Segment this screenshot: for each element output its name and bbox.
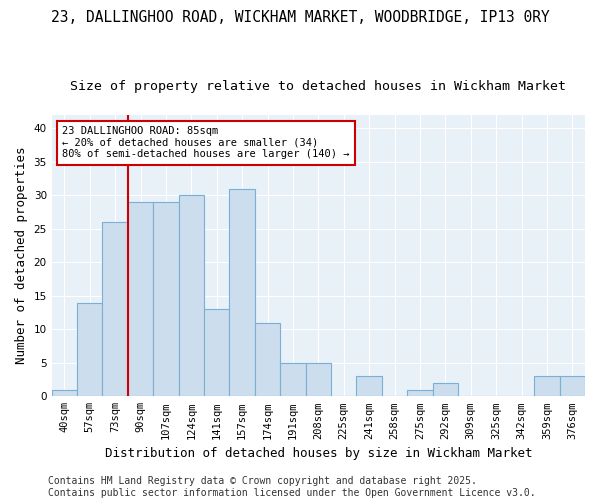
Text: 23, DALLINGHOO ROAD, WICKHAM MARKET, WOODBRIDGE, IP13 0RY: 23, DALLINGHOO ROAD, WICKHAM MARKET, WOO… (50, 10, 550, 25)
Y-axis label: Number of detached properties: Number of detached properties (15, 147, 28, 364)
Text: Contains HM Land Registry data © Crown copyright and database right 2025.
Contai: Contains HM Land Registry data © Crown c… (48, 476, 536, 498)
Text: 23 DALLINGHOO ROAD: 85sqm
← 20% of detached houses are smaller (34)
80% of semi-: 23 DALLINGHOO ROAD: 85sqm ← 20% of detac… (62, 126, 350, 160)
Bar (77, 302, 103, 396)
Bar (153, 202, 179, 396)
Bar (204, 309, 229, 396)
Bar (229, 188, 255, 396)
Bar (52, 390, 77, 396)
Bar (255, 322, 280, 396)
Title: Size of property relative to detached houses in Wickham Market: Size of property relative to detached ho… (70, 80, 566, 93)
Bar (103, 222, 128, 396)
Bar (534, 376, 560, 396)
Bar (407, 390, 433, 396)
Bar (179, 196, 204, 396)
Bar (560, 376, 585, 396)
Bar (128, 202, 153, 396)
Bar (280, 363, 305, 396)
Bar (433, 383, 458, 396)
Bar (356, 376, 382, 396)
Bar (305, 363, 331, 396)
X-axis label: Distribution of detached houses by size in Wickham Market: Distribution of detached houses by size … (104, 447, 532, 460)
